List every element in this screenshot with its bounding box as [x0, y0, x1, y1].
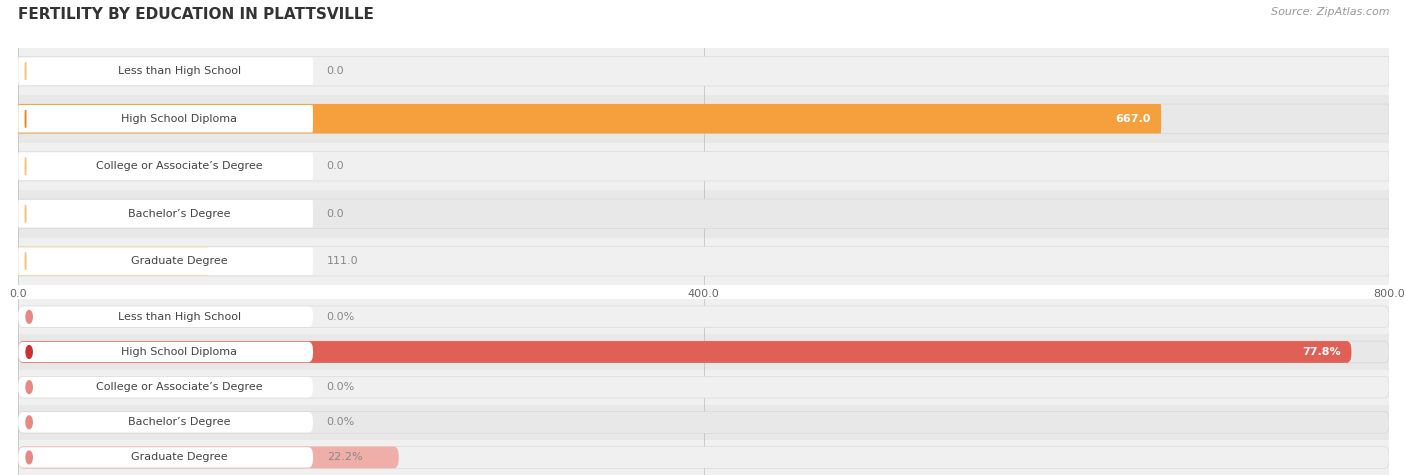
- Text: 0.0: 0.0: [326, 161, 344, 171]
- FancyBboxPatch shape: [18, 446, 399, 468]
- Bar: [18, 238, 1389, 285]
- FancyBboxPatch shape: [18, 57, 1389, 86]
- Text: 0.0: 0.0: [326, 66, 344, 76]
- Text: Less than High School: Less than High School: [118, 66, 240, 76]
- Text: 0.0%: 0.0%: [326, 312, 354, 322]
- Bar: [18, 370, 1389, 405]
- Text: High School Diploma: High School Diploma: [121, 114, 238, 124]
- Text: High School Diploma: High School Diploma: [121, 347, 238, 357]
- FancyBboxPatch shape: [18, 152, 1389, 181]
- Bar: [18, 405, 1389, 440]
- Text: Bachelor’s Degree: Bachelor’s Degree: [128, 417, 231, 428]
- Text: 0.0: 0.0: [326, 209, 344, 219]
- FancyBboxPatch shape: [18, 247, 1389, 276]
- FancyBboxPatch shape: [18, 104, 1161, 133]
- FancyBboxPatch shape: [18, 307, 314, 327]
- Bar: [18, 334, 1389, 370]
- FancyBboxPatch shape: [18, 377, 314, 397]
- FancyBboxPatch shape: [18, 104, 1389, 133]
- FancyBboxPatch shape: [18, 412, 314, 432]
- Circle shape: [27, 311, 32, 323]
- Text: College or Associate’s Degree: College or Associate’s Degree: [96, 382, 263, 392]
- FancyBboxPatch shape: [18, 105, 314, 133]
- Bar: [18, 440, 1389, 475]
- Text: 0.0%: 0.0%: [326, 417, 354, 428]
- Text: Graduate Degree: Graduate Degree: [131, 452, 228, 463]
- FancyBboxPatch shape: [18, 247, 208, 276]
- Text: 22.2%: 22.2%: [326, 452, 363, 463]
- Text: Source: ZipAtlas.com: Source: ZipAtlas.com: [1271, 7, 1389, 17]
- Bar: [18, 299, 1389, 334]
- Text: 77.8%: 77.8%: [1302, 347, 1340, 357]
- Text: 667.0: 667.0: [1115, 114, 1150, 124]
- FancyBboxPatch shape: [18, 342, 314, 362]
- Bar: [18, 48, 1389, 95]
- FancyBboxPatch shape: [18, 57, 314, 85]
- FancyBboxPatch shape: [18, 411, 1389, 433]
- Circle shape: [27, 416, 32, 428]
- FancyBboxPatch shape: [18, 152, 314, 180]
- Text: Less than High School: Less than High School: [118, 312, 240, 322]
- FancyBboxPatch shape: [18, 199, 1389, 228]
- FancyBboxPatch shape: [18, 247, 314, 275]
- Bar: [18, 190, 1389, 238]
- Bar: [18, 95, 1389, 142]
- Circle shape: [27, 346, 32, 358]
- FancyBboxPatch shape: [18, 376, 1389, 398]
- Text: College or Associate’s Degree: College or Associate’s Degree: [96, 161, 263, 171]
- FancyBboxPatch shape: [18, 341, 1351, 363]
- Text: 0.0%: 0.0%: [326, 382, 354, 392]
- Text: 111.0: 111.0: [326, 256, 359, 266]
- Text: Graduate Degree: Graduate Degree: [131, 256, 228, 266]
- FancyBboxPatch shape: [18, 341, 1389, 363]
- FancyBboxPatch shape: [18, 446, 1389, 468]
- Bar: [18, 142, 1389, 190]
- FancyBboxPatch shape: [18, 447, 314, 467]
- Circle shape: [27, 451, 32, 464]
- Text: FERTILITY BY EDUCATION IN PLATTSVILLE: FERTILITY BY EDUCATION IN PLATTSVILLE: [18, 7, 374, 22]
- FancyBboxPatch shape: [18, 306, 1389, 328]
- Circle shape: [27, 381, 32, 393]
- Text: Bachelor’s Degree: Bachelor’s Degree: [128, 209, 231, 219]
- FancyBboxPatch shape: [18, 200, 314, 228]
